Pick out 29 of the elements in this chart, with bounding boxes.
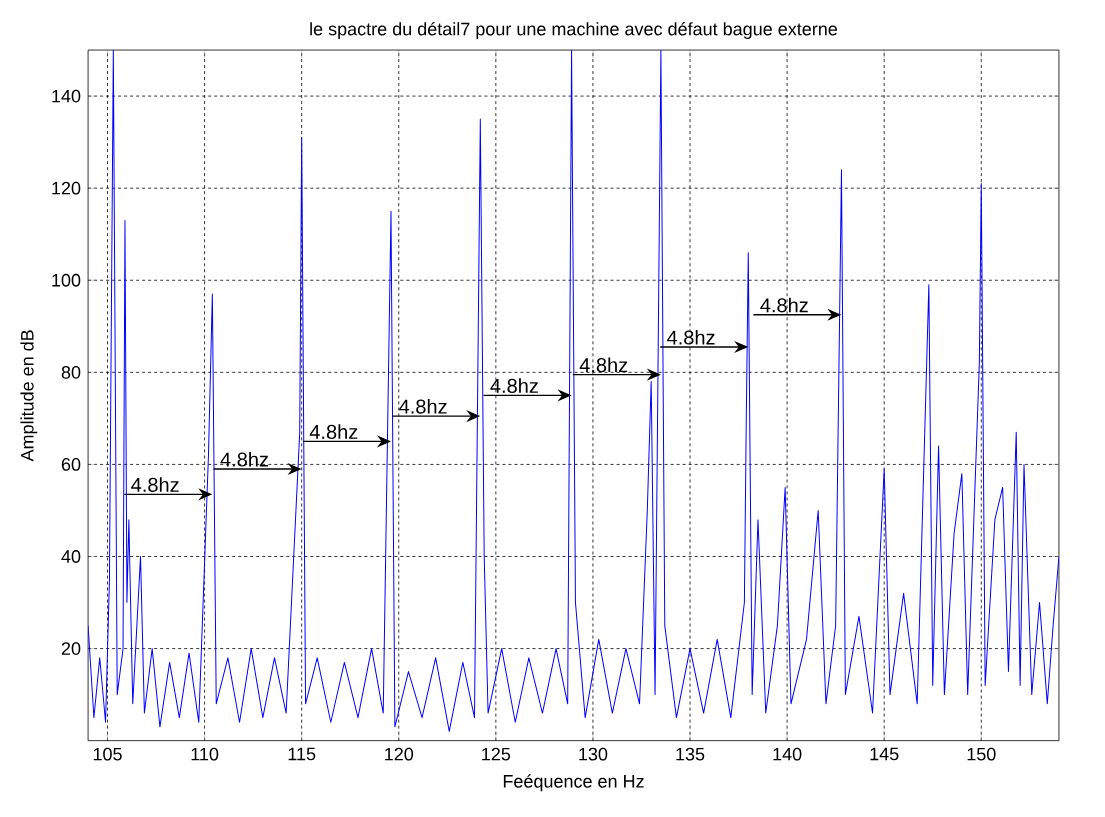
annotation: 4.8hz bbox=[309, 424, 358, 440]
x-tick-label: 150 bbox=[967, 747, 996, 761]
x-tick-label: 105 bbox=[93, 747, 122, 761]
y-tick-label: 40 bbox=[61, 550, 81, 564]
annotation: 4.8hz bbox=[490, 378, 538, 394]
y-tick-label: 120 bbox=[52, 181, 81, 195]
annotation: 4.8hz bbox=[760, 297, 808, 313]
x-tick-label: 120 bbox=[385, 747, 414, 761]
x-tick-label: 145 bbox=[870, 747, 899, 761]
x-tick-label: 140 bbox=[773, 747, 802, 761]
line-series bbox=[88, 50, 1059, 733]
annotation: 4.8hz bbox=[131, 477, 179, 493]
x-tick-label: 125 bbox=[482, 747, 511, 761]
y-tick-label: 140 bbox=[52, 89, 81, 103]
y-tick-label: 20 bbox=[61, 642, 81, 656]
x-tick-label: 110 bbox=[191, 747, 219, 761]
y-tick-label: 60 bbox=[61, 458, 81, 471]
y-axis-title: Amplitude en dB bbox=[20, 330, 38, 462]
annotation: 4.8hz bbox=[220, 452, 268, 467]
x-tick-label: 130 bbox=[579, 747, 608, 761]
y-tick-label: 100 bbox=[52, 273, 81, 287]
annotation: 4.8hz bbox=[399, 399, 447, 414]
y-tick-label: 80 bbox=[61, 366, 81, 379]
annotation: 4.8hz bbox=[579, 357, 628, 373]
x-tick-label: 135 bbox=[676, 747, 705, 761]
chart-title: le spactre du détail7 pour une machine avec défaut bague externe bbox=[310, 22, 838, 40]
x-axis-title: Feéquence en Hz bbox=[503, 774, 644, 792]
annotation: 4.8hz bbox=[667, 330, 715, 345]
x-tick-label: 115 bbox=[288, 747, 316, 761]
